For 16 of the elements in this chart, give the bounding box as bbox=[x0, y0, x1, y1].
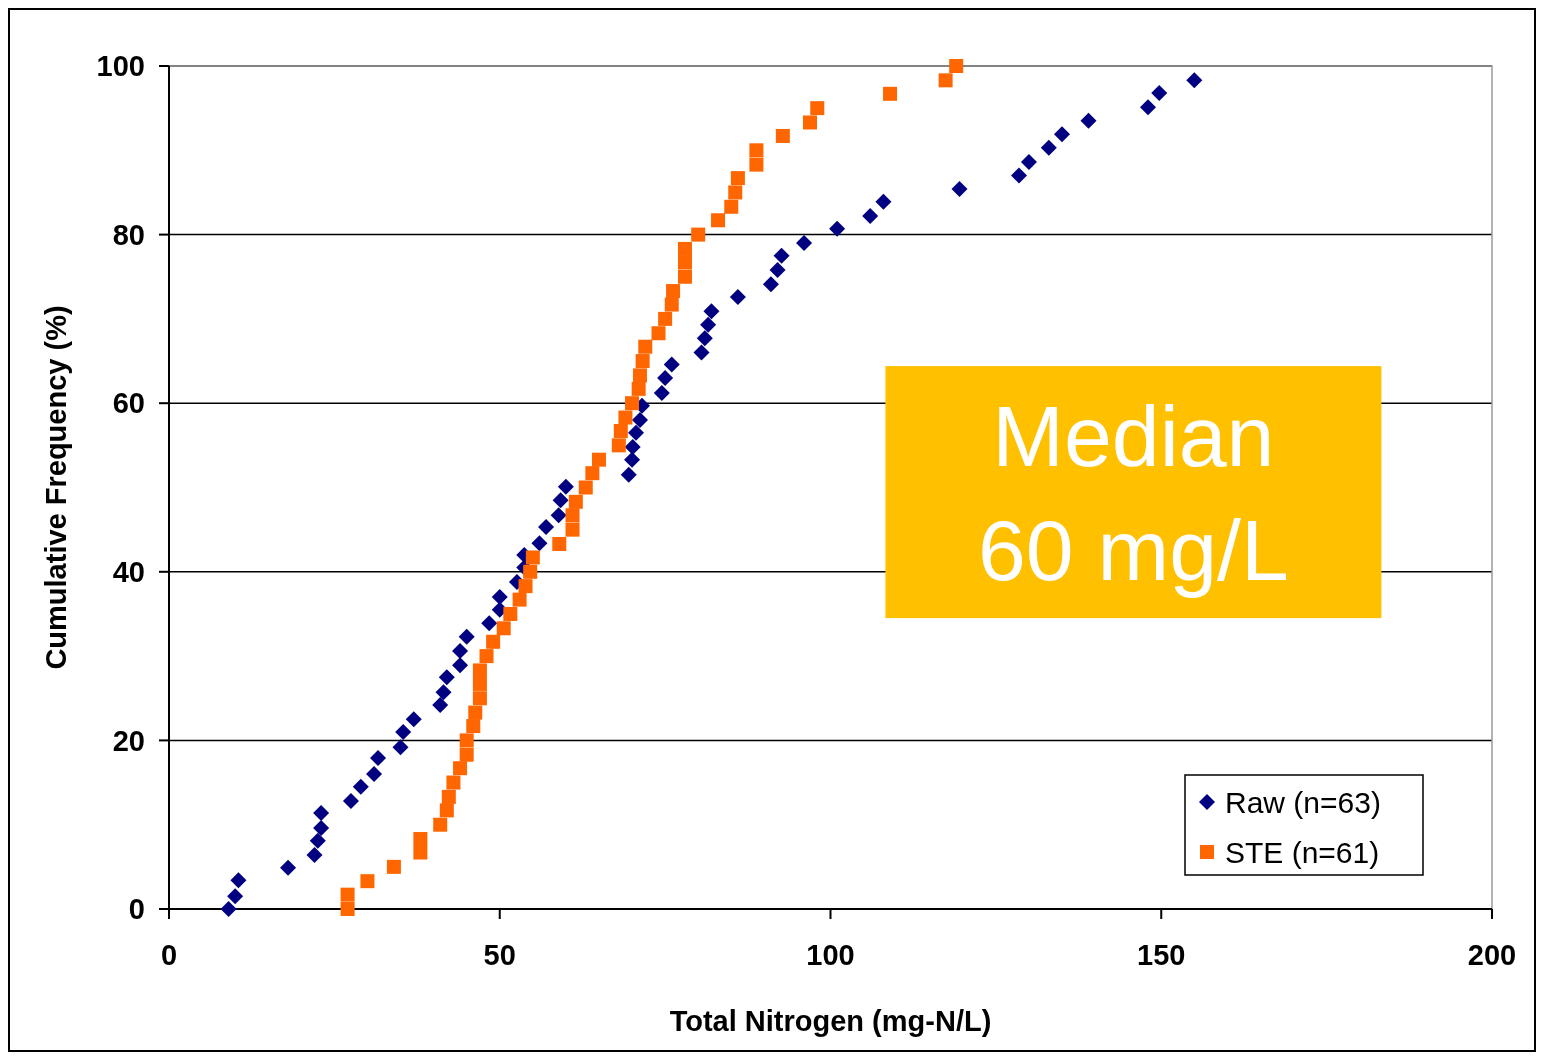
x-tick-label: 200 bbox=[1467, 939, 1517, 971]
x-axis-title: Total Nitrogen (mg-N/L) bbox=[669, 1005, 992, 1037]
x-tick-label: 150 bbox=[1137, 939, 1186, 971]
y-tick-label: 0 bbox=[128, 893, 145, 926]
y-tick-label: 100 bbox=[96, 50, 145, 83]
x-tick-label: 100 bbox=[806, 939, 855, 971]
legend-label: STE (n=61) bbox=[1225, 835, 1380, 869]
x-tick-label: 0 bbox=[160, 939, 178, 971]
y-tick-label: 40 bbox=[112, 555, 145, 588]
y-tick-label: 80 bbox=[112, 218, 145, 251]
y-tick-label: 20 bbox=[112, 724, 145, 757]
y-tick-label: 60 bbox=[112, 387, 145, 420]
y-axis-title: Cumulative Frequency (%) bbox=[40, 305, 72, 670]
annotation: Median 60 mg/L bbox=[978, 388, 1289, 599]
x-tick-label: 50 bbox=[483, 939, 516, 971]
legend-label: Raw (n=63) bbox=[1225, 785, 1381, 819]
